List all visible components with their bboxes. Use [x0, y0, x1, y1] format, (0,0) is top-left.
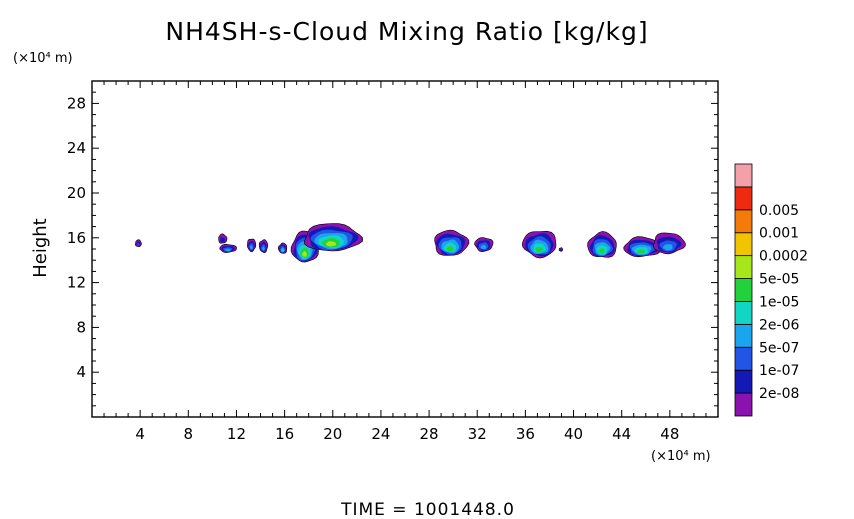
chart-title: NH4SH-s-Cloud Mixing Ratio [kg/kg] [165, 17, 648, 46]
cloud-cell [434, 229, 470, 256]
y-tick-label: 12 [67, 274, 86, 292]
y-tick-label: 8 [76, 318, 86, 336]
x-tick-label: 48 [660, 425, 679, 443]
cloud-cell [474, 237, 494, 253]
y-tick-label: 16 [67, 229, 86, 247]
cloud-contour-level [637, 249, 646, 254]
y-tick-label: 28 [67, 94, 86, 112]
colorbar-level-label: 0.001 [759, 226, 799, 242]
cloud-cell [587, 231, 617, 258]
colorbar-swatch [734, 186, 753, 211]
cloud-contour-level [137, 243, 140, 246]
y-tick-label: 24 [67, 139, 86, 157]
colorbar-swatch [734, 323, 753, 348]
cloud-contour-level [250, 245, 253, 250]
cloud-contour-level [220, 237, 225, 243]
colorbar-level-label: 1e-07 [759, 363, 799, 379]
cloud-cell [218, 233, 228, 244]
x-tick-label: 16 [275, 425, 294, 443]
cloud-contour-level [559, 248, 562, 251]
cloud-contour-level [225, 248, 231, 252]
cloud-cell [521, 230, 557, 259]
x-tick-label: 28 [420, 425, 439, 443]
x-tick-label: 36 [516, 425, 535, 443]
cloud-contour-level [446, 245, 454, 252]
cloud-cell [219, 243, 237, 253]
x-tick-label: 20 [323, 425, 342, 443]
colorbar: 2e-08 1e-07 5e-07 2e-06 1e-05 5e-05 0.0002 0.00… [734, 163, 808, 417]
x-tick-label: 44 [612, 425, 631, 443]
colorbar-swatch [734, 209, 753, 234]
colorbar-level-label: 0.0002 [759, 249, 808, 265]
colorbar-swatch [734, 392, 753, 417]
cloud-cell [135, 239, 142, 248]
x-tick-label: 12 [227, 425, 246, 443]
x-tick-label: 32 [468, 425, 487, 443]
cloud-cell [558, 247, 564, 252]
x-tick-label: 40 [564, 425, 583, 443]
colorbar-swatch [734, 232, 753, 257]
colorbar-level-label: 5e-05 [759, 272, 799, 288]
cloud-contour-level [598, 248, 605, 254]
colorbar-level-label: 0.005 [759, 203, 799, 219]
cloud-contour-level [662, 244, 673, 251]
time-label: TIME = 1001448.0 [340, 500, 515, 519]
x-tick-label: 8 [184, 425, 194, 443]
cloud-contour-level [262, 246, 265, 251]
colorbar-swatch [734, 278, 753, 302]
x-tick-label: 24 [371, 425, 390, 443]
colorbar-swatch [734, 346, 753, 371]
x-axis-unit: (×10⁴ m) [651, 449, 711, 464]
colorbar-level-label: 2e-06 [759, 317, 799, 333]
cloud-contour-level [281, 249, 284, 252]
colorbar-swatch [734, 255, 753, 279]
colorbar-swatch [734, 369, 753, 394]
colorbar-swatch [734, 301, 753, 325]
y-tick-label: 4 [76, 363, 86, 381]
cloud-contour-level [535, 246, 543, 253]
cloud-contour-level [325, 241, 337, 247]
cloud-cell [258, 239, 269, 254]
cloud-cell [277, 242, 288, 254]
cloud-contour-level [302, 251, 307, 257]
y-tick-label: 20 [67, 184, 86, 202]
cloud-contour-level [480, 244, 487, 249]
colorbar-level-label: 1e-05 [759, 294, 799, 310]
colorbar-swatch [734, 163, 753, 188]
y-axis-label: Height [30, 218, 51, 278]
colorbar-level-label: 5e-07 [759, 340, 799, 356]
cloud-cell [653, 232, 686, 255]
x-tick-label: 4 [135, 425, 145, 443]
cloud-cell [304, 223, 363, 252]
colorbar-level-label: 2e-08 [759, 386, 799, 402]
cloud-cell [623, 236, 661, 258]
cloud-cell [247, 238, 257, 253]
cloud-field [135, 223, 686, 263]
y-axis-unit: (×10⁴ m) [13, 51, 73, 66]
